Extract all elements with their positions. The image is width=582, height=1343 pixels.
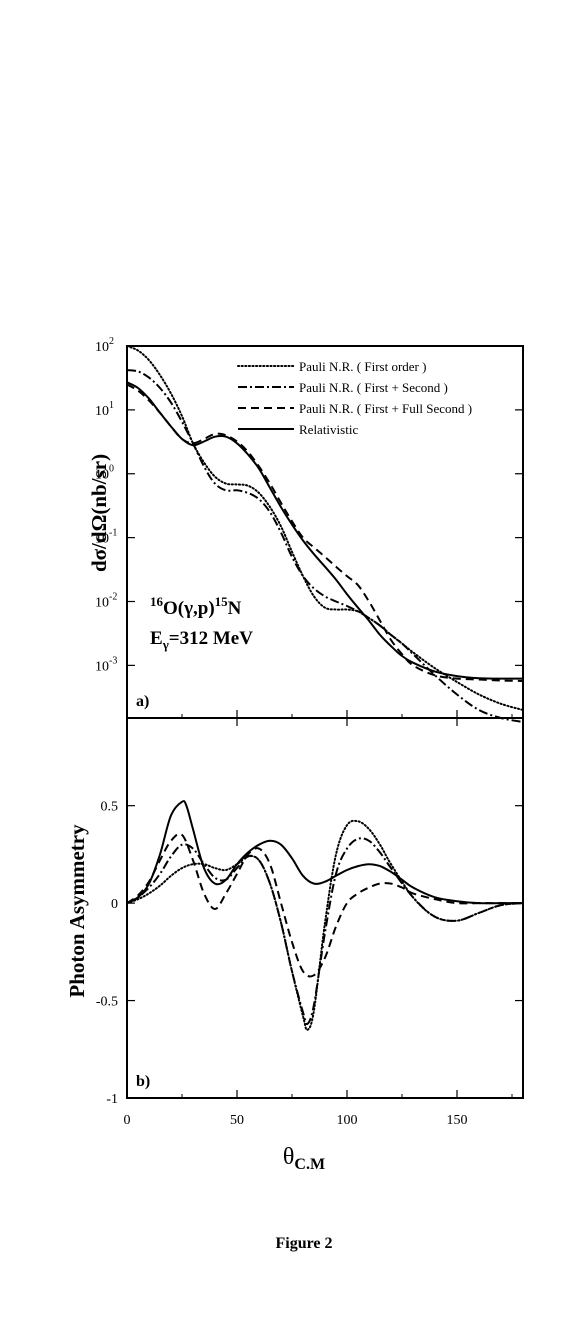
- panel-b-series-pauli-n-r-first-order: [126, 819, 524, 1031]
- tick-base: 10: [95, 659, 109, 674]
- reaction-mass-a: 16: [150, 594, 164, 609]
- tick-base: 10: [95, 532, 109, 547]
- tick-base: 10: [95, 468, 109, 483]
- panel-b-frame: [126, 717, 524, 1099]
- x-tick-labels: 0 50 100 150: [124, 1113, 468, 1128]
- energy-subscript: γ: [162, 637, 169, 652]
- energy-symbol: E: [150, 628, 163, 649]
- figure-caption: Figure 2: [275, 1235, 332, 1252]
- x-tick-label: 150: [447, 1113, 468, 1128]
- tick-exponent: 0: [109, 464, 114, 475]
- x-tick-label: 100: [337, 1113, 358, 1128]
- x-tick-label: 50: [230, 1113, 244, 1128]
- legend-label-pauli-n-r-first-second: Pauli N.R. ( First + Second ): [299, 380, 448, 395]
- legend-label-relativistic: Relativistic: [299, 422, 358, 437]
- panel-b-y-tick-labels: -1 -0.5 0 0.5: [96, 800, 118, 1107]
- panel-b-series-relativistic: [126, 800, 523, 905]
- legend: Pauli N.R. ( First order ) Pauli N.R. ( F…: [237, 359, 472, 437]
- reaction-annotation: 16O(γ,p)15N: [150, 594, 242, 619]
- panel-a-y-axis-label: dσ/dΩ(nb/sr): [87, 454, 111, 572]
- panel-b-y-tick-label: 0.5: [101, 800, 119, 815]
- tick-exponent: -2: [109, 591, 117, 602]
- tick-base: 10: [95, 340, 109, 355]
- panel-b-y-tick-label: 0: [111, 897, 118, 912]
- reaction-gamma: γ: [183, 598, 193, 619]
- panel-a-series-relativistic: [126, 381, 524, 680]
- panel-b-y-axis-label: Photon Asymmetry: [65, 824, 89, 998]
- energy-value: =312 MeV: [169, 628, 253, 649]
- panel-b-series-pauli-n-r-first-full-second: [126, 832, 523, 978]
- panel-b-ticks: [126, 718, 523, 1099]
- panel-a-ticks: [126, 345, 523, 718]
- panel-b-tag: b): [136, 1073, 150, 1090]
- panel-a-y-tick-label: 10-2: [95, 591, 117, 610]
- reaction-element-a: O(: [163, 598, 184, 619]
- panel-a-series: [126, 345, 524, 723]
- panel-b-y-tick-label: -0.5: [96, 995, 118, 1010]
- panel-b-series-pauli-n-r-first-second: [126, 837, 524, 1026]
- tick-exponent: 1: [109, 400, 114, 411]
- energy-annotation: Eγ=312 MeV: [150, 628, 253, 652]
- legend-label-pauli-n-r-first-order: Pauli N.R. ( First order ): [299, 359, 426, 374]
- reaction-mass-b: 15: [215, 594, 229, 609]
- panel-b-photon-asymmetry: -1 -0.5 0 0.5 0 50 100 150 Photon Asymmetry b)…: [65, 717, 524, 1173]
- panel-a-series-pauli-n-r-first-second: [126, 369, 524, 723]
- tick-base: 10: [95, 595, 109, 610]
- panel-a-y-tick-label: 102: [95, 336, 114, 355]
- panel-a-y-tick-label: 10-3: [95, 655, 117, 674]
- panel-b-series: [126, 800, 524, 1031]
- x-axis-subscript: C.M: [294, 1156, 325, 1173]
- panel-b-y-tick-label: -1: [106, 1092, 118, 1107]
- tick-exponent: 2: [109, 336, 114, 347]
- x-axis-label: θC.M: [283, 1144, 325, 1173]
- tick-exponent: -3: [109, 655, 117, 666]
- panel-a-y-tick-label: 101: [95, 400, 114, 419]
- panel-a-tag: a): [136, 693, 149, 710]
- tick-exponent: -1: [109, 528, 117, 539]
- reaction-mid: ,p): [193, 598, 215, 619]
- x-tick-label: 0: [124, 1113, 131, 1128]
- panel-a-y-tick-label: 100: [95, 464, 114, 483]
- x-axis-theta: θ: [283, 1144, 295, 1170]
- tick-base: 10: [95, 404, 109, 419]
- panel-a-series-pauli-n-r-first-order: [126, 345, 524, 711]
- reaction-element-b: N: [228, 598, 242, 619]
- panel-a-y-tick-label: 10-1: [95, 528, 117, 547]
- legend-label-pauli-n-r-first-full-second: Pauli N.R. ( First + Full Second ): [299, 401, 472, 416]
